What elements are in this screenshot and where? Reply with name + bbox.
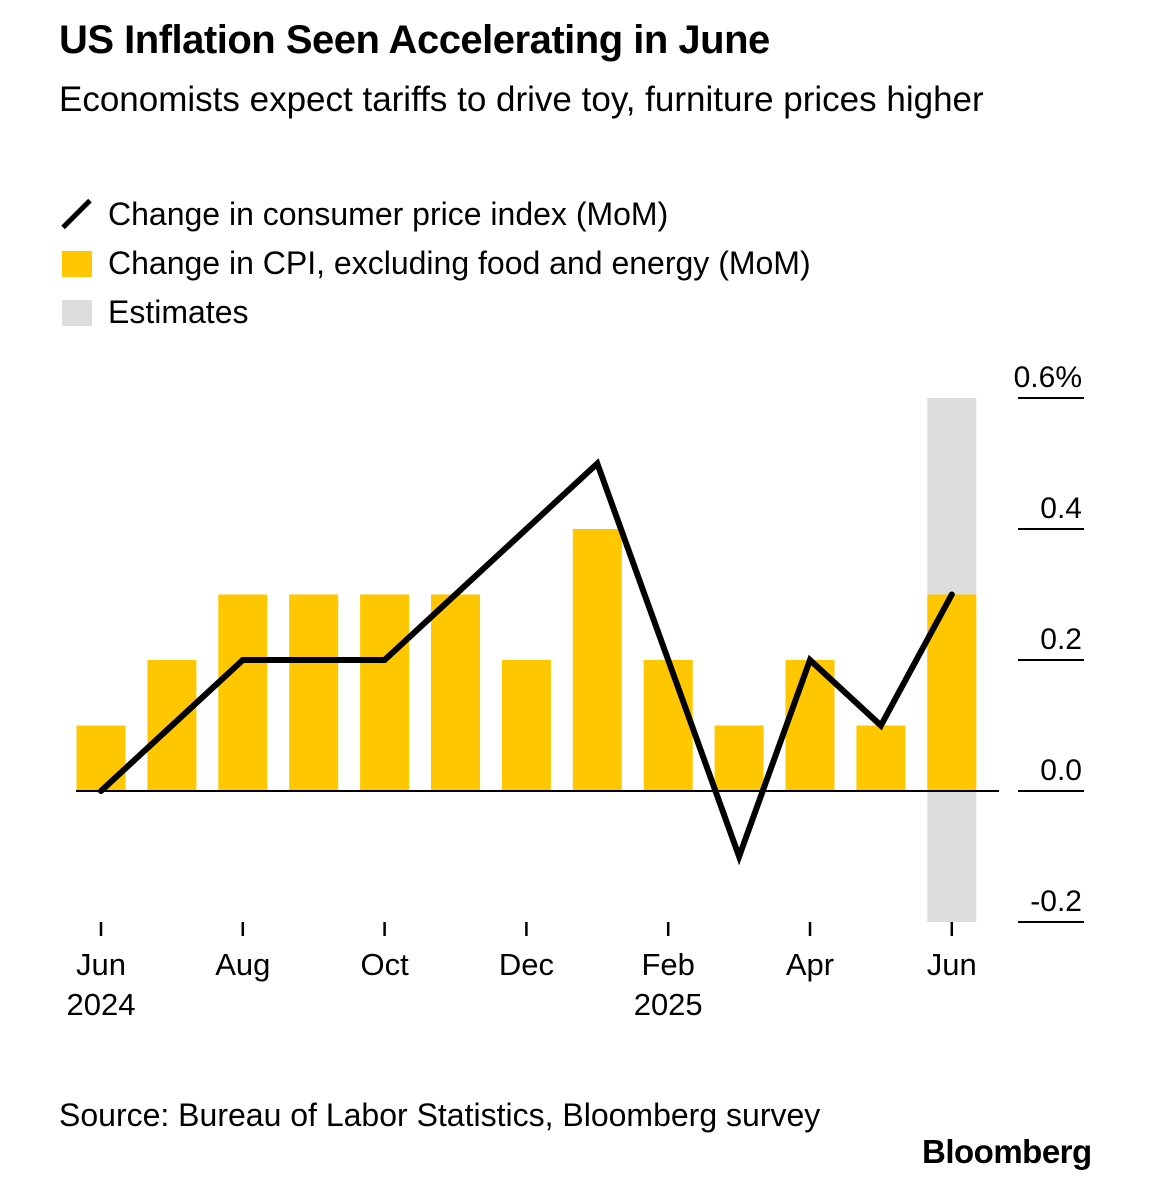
x-tick-label: Jun: [76, 947, 126, 982]
chart-title: US Inflation Seen Accelerating in June: [59, 18, 1139, 63]
x-tick-year-label: 2024: [67, 987, 136, 1022]
x-tick-label: Dec: [499, 947, 554, 982]
bar-sep-2024: [289, 595, 338, 792]
bar-dec-2024: [502, 660, 551, 791]
y-tick-label: 0.4: [1040, 492, 1082, 525]
x-tick-label: Feb: [641, 947, 694, 982]
legend-label-estimates: Estimates: [108, 294, 248, 330]
bar-jan-2025: [573, 529, 622, 791]
estimate-swatch-icon: [62, 300, 92, 326]
x-tick-label: Apr: [786, 947, 834, 982]
bar-feb-2025: [644, 660, 693, 791]
legend-label-core-cpi: Change in CPI, excluding food and energy…: [108, 245, 811, 281]
y-tick-label: 0.6%: [1014, 361, 1082, 394]
x-tick-label: Jun: [927, 947, 977, 982]
legend-label-cpi: Change in consumer price index (MoM): [108, 196, 668, 232]
chart-subtitle: Economists expect tariffs to drive toy, …: [59, 74, 1119, 126]
legend: Change in consumer price index (MoM) Cha…: [62, 190, 811, 337]
legend-item-cpi: Change in consumer price index (MoM): [62, 190, 811, 239]
bar-aug-2024: [218, 595, 267, 792]
bloomberg-logo: Bloomberg: [922, 1133, 1092, 1171]
bar-nov-2024: [431, 595, 480, 792]
y-tick-label: 0.0: [1040, 754, 1082, 787]
cpi-chart: 0.6% 0.4 0.2 0.0 -0.2 Jun 2024 Aug Oct Dec Feb 2025…: [0, 330, 1172, 1060]
source-note: Source: Bureau of Labor Statistics, Bloo…: [59, 1093, 859, 1138]
bar-swatch-icon: [62, 251, 92, 277]
line-swatch-icon: [62, 199, 92, 229]
legend-item-core-cpi: Change in CPI, excluding food and energy…: [62, 239, 811, 288]
x-tick-label: Aug: [215, 947, 270, 982]
bar-jun-2024: [77, 726, 126, 792]
bar-mar-2025: [715, 726, 764, 792]
y-tick-label: -0.2: [1030, 885, 1082, 918]
bar-oct-2024: [360, 595, 409, 792]
bar-may-2025: [856, 726, 905, 792]
x-tick-year-label: 2025: [634, 987, 703, 1022]
x-tick-label: Oct: [360, 947, 409, 982]
y-tick-label: 0.2: [1040, 623, 1082, 656]
